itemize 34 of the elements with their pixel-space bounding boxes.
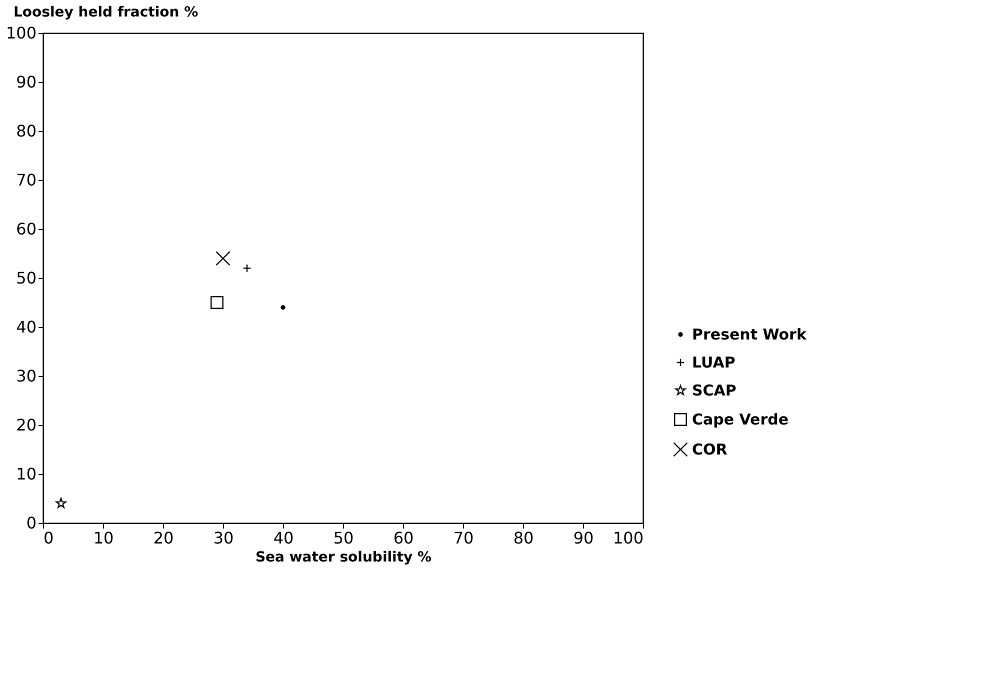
y-tick-label: 0: [26, 514, 36, 532]
x-tick-label: 90: [573, 528, 594, 548]
y-tick-label: 50: [16, 268, 36, 288]
y-tick-label: 80: [16, 122, 36, 140]
point: [210, 296, 224, 309]
y-tick-label: 10: [16, 464, 36, 484]
x-tick-label: 60: [393, 528, 414, 548]
x-tick-label: 50: [333, 528, 354, 548]
x-tick-label: 70: [453, 528, 474, 548]
x-tick-label: 0: [44, 528, 54, 548]
legend-label: COR: [692, 440, 728, 458]
x-axis-title: Sea water solubility %: [255, 550, 432, 566]
y-tick-label: 100: [6, 24, 36, 42]
y-tick-label: 20: [16, 416, 36, 434]
x-tick-label: 20: [153, 528, 174, 548]
legend-label: Cape Verde: [692, 410, 789, 428]
legend-label: SCAP: [692, 382, 736, 400]
y-tick-label: 60: [16, 220, 36, 238]
point: [242, 264, 252, 272]
y-tick-label: 40: [16, 318, 36, 336]
x-tick-label: 10: [93, 528, 114, 548]
y-tick-label: 30: [16, 366, 36, 386]
point: [280, 305, 286, 310]
y-tick-label: 90: [16, 72, 36, 92]
legend-label: LUAP: [692, 354, 736, 372]
point: [56, 498, 66, 508]
x-tick-label: 100: [612, 528, 644, 548]
x-tick-label: 40: [273, 528, 294, 548]
legend-label: Present Work: [692, 326, 808, 344]
point: [216, 251, 230, 266]
y-tick-label: 70: [16, 170, 36, 190]
x-tick-label: 80: [513, 528, 534, 548]
x-tick-label: 30: [213, 528, 234, 548]
y-axis-title: Loosley held fraction %: [14, 4, 198, 20]
